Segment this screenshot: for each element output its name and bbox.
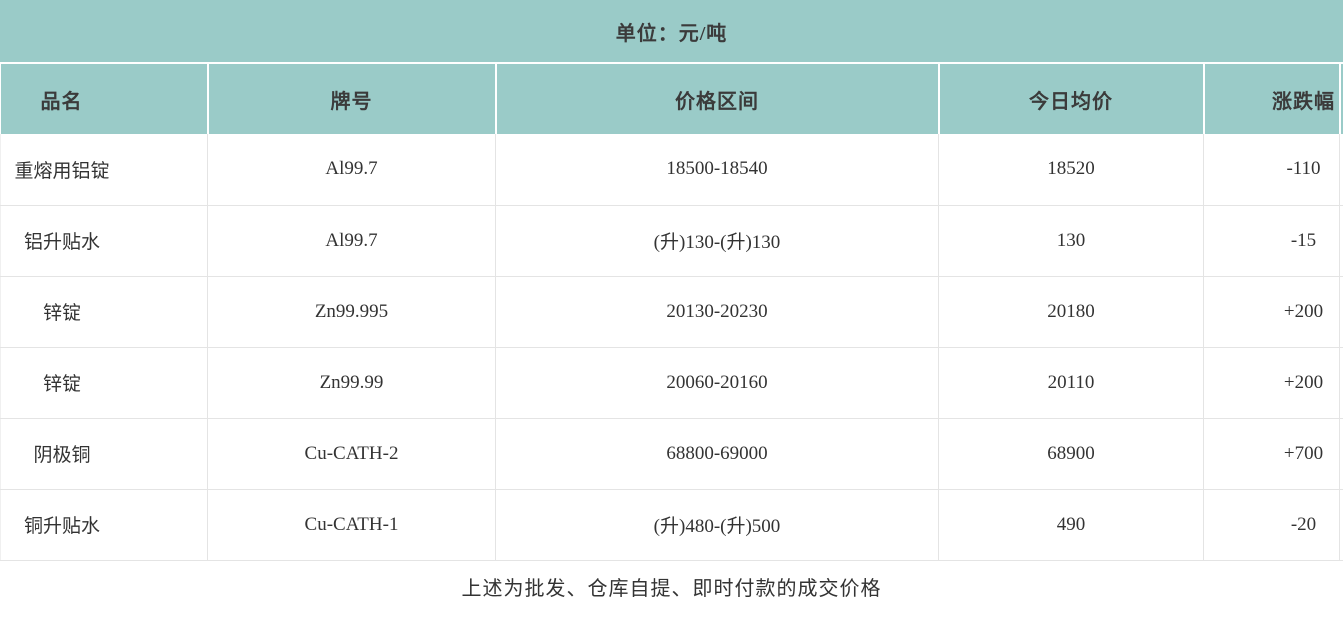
- avg-price-cell: 20110: [938, 347, 1204, 419]
- metal-price-table: 品名 牌号 价格区间 今日均价 涨跌幅 重熔用铝锭 Al99.7 18500-1…: [0, 64, 1343, 561]
- table-row: 锌锭 Zn99.99 20060-20160 20110 +200: [0, 347, 1343, 419]
- price-range-cell: (升)480-(升)500: [495, 489, 939, 561]
- avg-price-cell: 18520: [938, 134, 1204, 206]
- cutoff-cell: [1339, 347, 1343, 419]
- change-cell: +200: [1203, 347, 1340, 419]
- unit-bar: 单位：元/吨: [0, 0, 1343, 62]
- price-range-cell: (升)130-(升)130: [495, 205, 939, 277]
- table-header: 品名 牌号 价格区间 今日均价 涨跌幅: [0, 64, 1343, 134]
- col-header-avg-price: 今日均价: [937, 64, 1204, 134]
- grade-cell: Cu-CATH-1: [207, 489, 496, 561]
- price-range-cell: 68800-69000: [495, 418, 939, 490]
- table-row: 锌锭 Zn99.995 20130-20230 20180 +200: [0, 276, 1343, 348]
- cutoff-column-header: [1338, 64, 1343, 134]
- grade-cell: Zn99.99: [207, 347, 496, 419]
- avg-price-cell: 130: [938, 205, 1204, 277]
- cutoff-cell: [1339, 418, 1343, 490]
- table-body: 重熔用铝锭 Al99.7 18500-18540 18520 -110 铝升贴水…: [0, 134, 1343, 561]
- grade-cell: Cu-CATH-2: [207, 418, 496, 490]
- col-header-change: 涨跌幅: [1202, 64, 1340, 134]
- product-name-cell: 锌锭: [0, 276, 208, 348]
- divider: [0, 62, 1343, 64]
- cutoff-cell: [1339, 489, 1343, 561]
- grade-cell: Zn99.995: [207, 276, 496, 348]
- table-row: 阴极铜 Cu-CATH-2 68800-69000 68900 +700: [0, 418, 1343, 490]
- avg-price-cell: 490: [938, 489, 1204, 561]
- header-row: 品名 牌号 价格区间 今日均价 涨跌幅: [0, 64, 1343, 134]
- change-cell: -15: [1203, 205, 1340, 277]
- price-range-cell: 20130-20230: [495, 276, 939, 348]
- avg-price-cell: 68900: [938, 418, 1204, 490]
- footer-note: 上述为批发、仓库自提、即时付款的成交价格: [0, 561, 1343, 613]
- table-row: 铜升贴水 Cu-CATH-1 (升)480-(升)500 490 -20: [0, 489, 1343, 561]
- change-cell: +200: [1203, 276, 1340, 348]
- grade-cell: Al99.7: [207, 134, 496, 206]
- table-row: 重熔用铝锭 Al99.7 18500-18540 18520 -110: [0, 134, 1343, 206]
- product-name-cell: 重熔用铝锭: [0, 134, 208, 206]
- product-name-cell: 阴极铜: [0, 418, 208, 490]
- cutoff-cell: [1339, 134, 1343, 206]
- unit-label: 单位：元/吨: [615, 22, 728, 45]
- product-name-cell: 铝升贴水: [0, 205, 208, 277]
- change-cell: -110: [1203, 134, 1340, 206]
- avg-price-cell: 20180: [938, 276, 1204, 348]
- col-header-grade: 牌号: [206, 64, 496, 134]
- cutoff-cell: [1339, 205, 1343, 277]
- price-range-cell: 20060-20160: [495, 347, 939, 419]
- change-cell: +700: [1203, 418, 1340, 490]
- col-header-price-range: 价格区间: [494, 64, 939, 134]
- product-name-cell: 铜升贴水: [0, 489, 208, 561]
- col-header-product-name: 品名: [0, 64, 208, 134]
- table-row: 铝升贴水 Al99.7 (升)130-(升)130 130 -15: [0, 205, 1343, 277]
- cutoff-cell: [1339, 276, 1343, 348]
- product-name-cell: 锌锭: [0, 347, 208, 419]
- grade-cell: Al99.7: [207, 205, 496, 277]
- footer-note-text: 上述为批发、仓库自提、即时付款的成交价格: [461, 578, 882, 600]
- price-range-cell: 18500-18540: [495, 134, 939, 206]
- change-cell: -20: [1203, 489, 1340, 561]
